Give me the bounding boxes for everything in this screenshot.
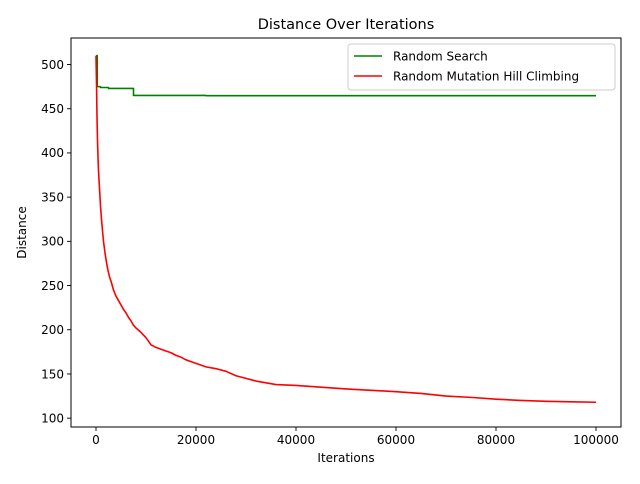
x-tick-label: 0 [92,433,100,447]
series-layer [95,54,597,404]
y-tick-label: 200 [41,323,64,337]
x-tick-label: 40000 [277,433,315,447]
x-tick-label: 100000 [573,433,619,447]
y-tick-label: 350 [41,190,64,204]
legend-label-hill-climbing: Random Mutation Hill Climbing [393,70,579,84]
legend-label-random-search: Random Search [393,50,488,64]
legend-box [347,43,616,91]
y-tick-label: 500 [41,58,64,72]
legend: Random Search Random Mutation Hill Climb… [347,43,616,91]
series-line-hill-climbing [95,55,597,404]
y-tick-label: 300 [41,235,64,249]
axes: 0 20000 40000 60000 80000 100000 100 150 200 250 3… [41,58,619,447]
y-tick-label: 450 [41,102,64,116]
plot-frame [70,37,622,428]
y-tick-label: 250 [41,279,64,293]
y-tick-label: 100 [41,411,64,425]
x-tick-label: 60000 [377,433,415,447]
x-axis-label: Iterations [317,451,374,465]
chart-title: Distance Over Iterations [258,17,435,33]
x-tick-label: 80000 [477,433,515,447]
x-tick-label: 20000 [177,433,215,447]
y-tick-label: 150 [41,367,64,381]
y-axis-label: Distance [15,206,29,258]
y-tick-label: 400 [41,146,64,160]
